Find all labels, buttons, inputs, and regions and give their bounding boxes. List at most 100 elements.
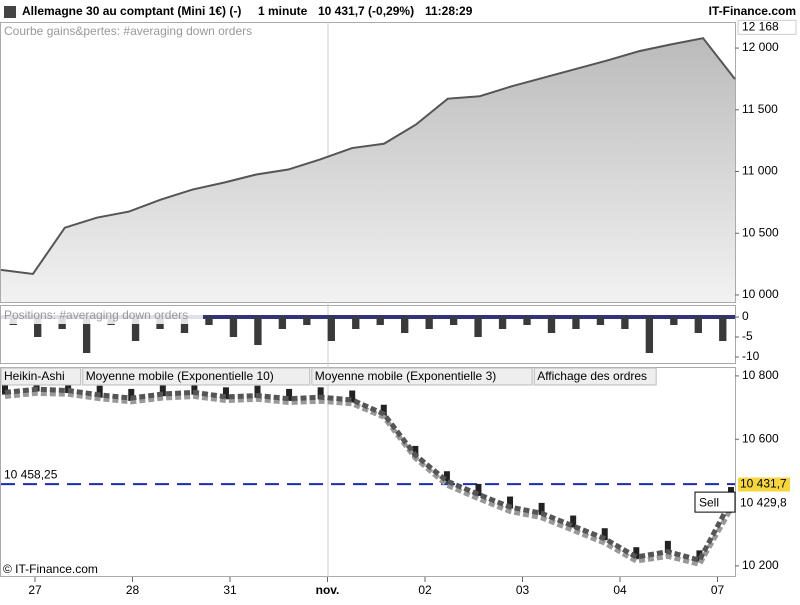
y-tick-label: 10 500 xyxy=(742,225,779,239)
reference-label: 10 458,25 xyxy=(4,467,58,481)
candle xyxy=(159,384,166,397)
x-tick-label: 03 xyxy=(516,583,530,597)
legend-entry: Affichage des ordres xyxy=(537,369,647,383)
bar xyxy=(425,317,433,329)
bar xyxy=(596,317,605,325)
bar xyxy=(719,317,727,341)
price-label: 10 429,8 xyxy=(740,495,787,509)
candle xyxy=(601,528,608,541)
x-tick-label: 02 xyxy=(418,583,432,597)
bar xyxy=(34,317,42,337)
order-label: Sell xyxy=(699,495,719,509)
candle xyxy=(96,385,103,398)
panel-border xyxy=(0,305,736,364)
icon xyxy=(4,6,16,18)
bar xyxy=(229,317,238,337)
bar xyxy=(523,317,531,325)
price-label: 10 431,7 xyxy=(740,477,787,491)
ema-line xyxy=(4,386,734,564)
candle xyxy=(570,515,577,528)
legend-entry: Moyenne mobile (Exponentielle 10) xyxy=(86,369,274,383)
bar xyxy=(131,317,140,341)
price-box xyxy=(738,496,790,511)
title-bar xyxy=(0,0,800,22)
candle xyxy=(380,404,387,417)
panel-label: Positions: #averaging down orders xyxy=(4,308,188,322)
bar xyxy=(645,317,654,353)
last-box xyxy=(737,19,797,35)
y-tick-label: 12 000 xyxy=(742,40,779,54)
panel-label-bg xyxy=(1,308,203,324)
bar xyxy=(327,317,335,341)
bar xyxy=(254,317,262,345)
legend-entry: Heikin-Ashi xyxy=(4,369,65,383)
bar xyxy=(474,317,482,337)
candle xyxy=(2,382,8,395)
y-tick-label: 10 000 xyxy=(742,287,779,301)
interval: 1 minute xyxy=(258,4,308,18)
bar xyxy=(180,317,189,333)
bar xyxy=(694,317,702,333)
legend-bg xyxy=(311,367,533,386)
panel-border xyxy=(0,367,736,577)
panel-label-bg xyxy=(1,24,267,40)
candle xyxy=(507,496,514,509)
x-tick-label: 07 xyxy=(711,583,725,597)
bar xyxy=(82,317,91,353)
time: 11:28:29 xyxy=(425,4,473,18)
candle xyxy=(443,471,450,484)
y-tick-label: -10 xyxy=(742,349,760,363)
candle xyxy=(317,387,324,400)
bar xyxy=(376,317,384,325)
x-tick-label: 04 xyxy=(613,583,627,597)
brand: IT-Finance.com xyxy=(709,4,796,18)
y-tick-label: 11 000 xyxy=(742,164,778,178)
last-value: 12 168 xyxy=(742,19,779,33)
y-tick-label: 11 500 xyxy=(742,102,778,116)
bar xyxy=(401,317,409,333)
candle xyxy=(633,547,640,560)
price: 10 431,7 (-0,29%) xyxy=(318,4,414,18)
bar xyxy=(498,317,507,329)
y-tick-label: -5 xyxy=(742,329,753,343)
y-tick-label: 10 200 xyxy=(742,558,779,572)
candle xyxy=(128,388,135,401)
legend-entry: Moyenne mobile (Exponentielle 3) xyxy=(315,369,496,383)
candle xyxy=(664,540,671,553)
candle xyxy=(349,390,356,403)
ema-line xyxy=(4,390,734,568)
candle xyxy=(475,483,482,496)
candle xyxy=(254,385,261,398)
bar xyxy=(352,317,360,329)
bar xyxy=(670,317,678,325)
title: Allemagne 30 au comptant (Mini 1€) (-) xyxy=(22,4,241,18)
y-tick-label: 10 800 xyxy=(742,368,779,382)
candle xyxy=(191,382,198,395)
copyright: © IT-Finance.com xyxy=(3,562,98,576)
x-tick-label: nov. xyxy=(316,583,340,597)
candle xyxy=(65,380,72,393)
x-tick-label: 27 xyxy=(28,583,42,597)
candle xyxy=(286,388,293,401)
line xyxy=(0,37,736,276)
x-tick-label: 31 xyxy=(223,583,237,597)
bar xyxy=(303,317,311,325)
zero-band xyxy=(1,315,735,319)
bar xyxy=(621,317,629,329)
bar xyxy=(278,317,287,329)
bar xyxy=(547,317,556,333)
bar xyxy=(572,317,580,329)
legend-bg xyxy=(0,367,82,386)
legend-bg xyxy=(533,367,657,386)
area xyxy=(1,38,735,303)
y-tick-label: 10 600 xyxy=(742,431,779,445)
y-tick-label: 0 xyxy=(742,309,749,323)
x-tick-label: 28 xyxy=(126,583,140,597)
candle xyxy=(222,387,229,400)
order-box xyxy=(694,491,736,513)
price-box xyxy=(738,477,790,492)
legend-bg xyxy=(82,367,311,386)
panel-border xyxy=(0,22,736,303)
